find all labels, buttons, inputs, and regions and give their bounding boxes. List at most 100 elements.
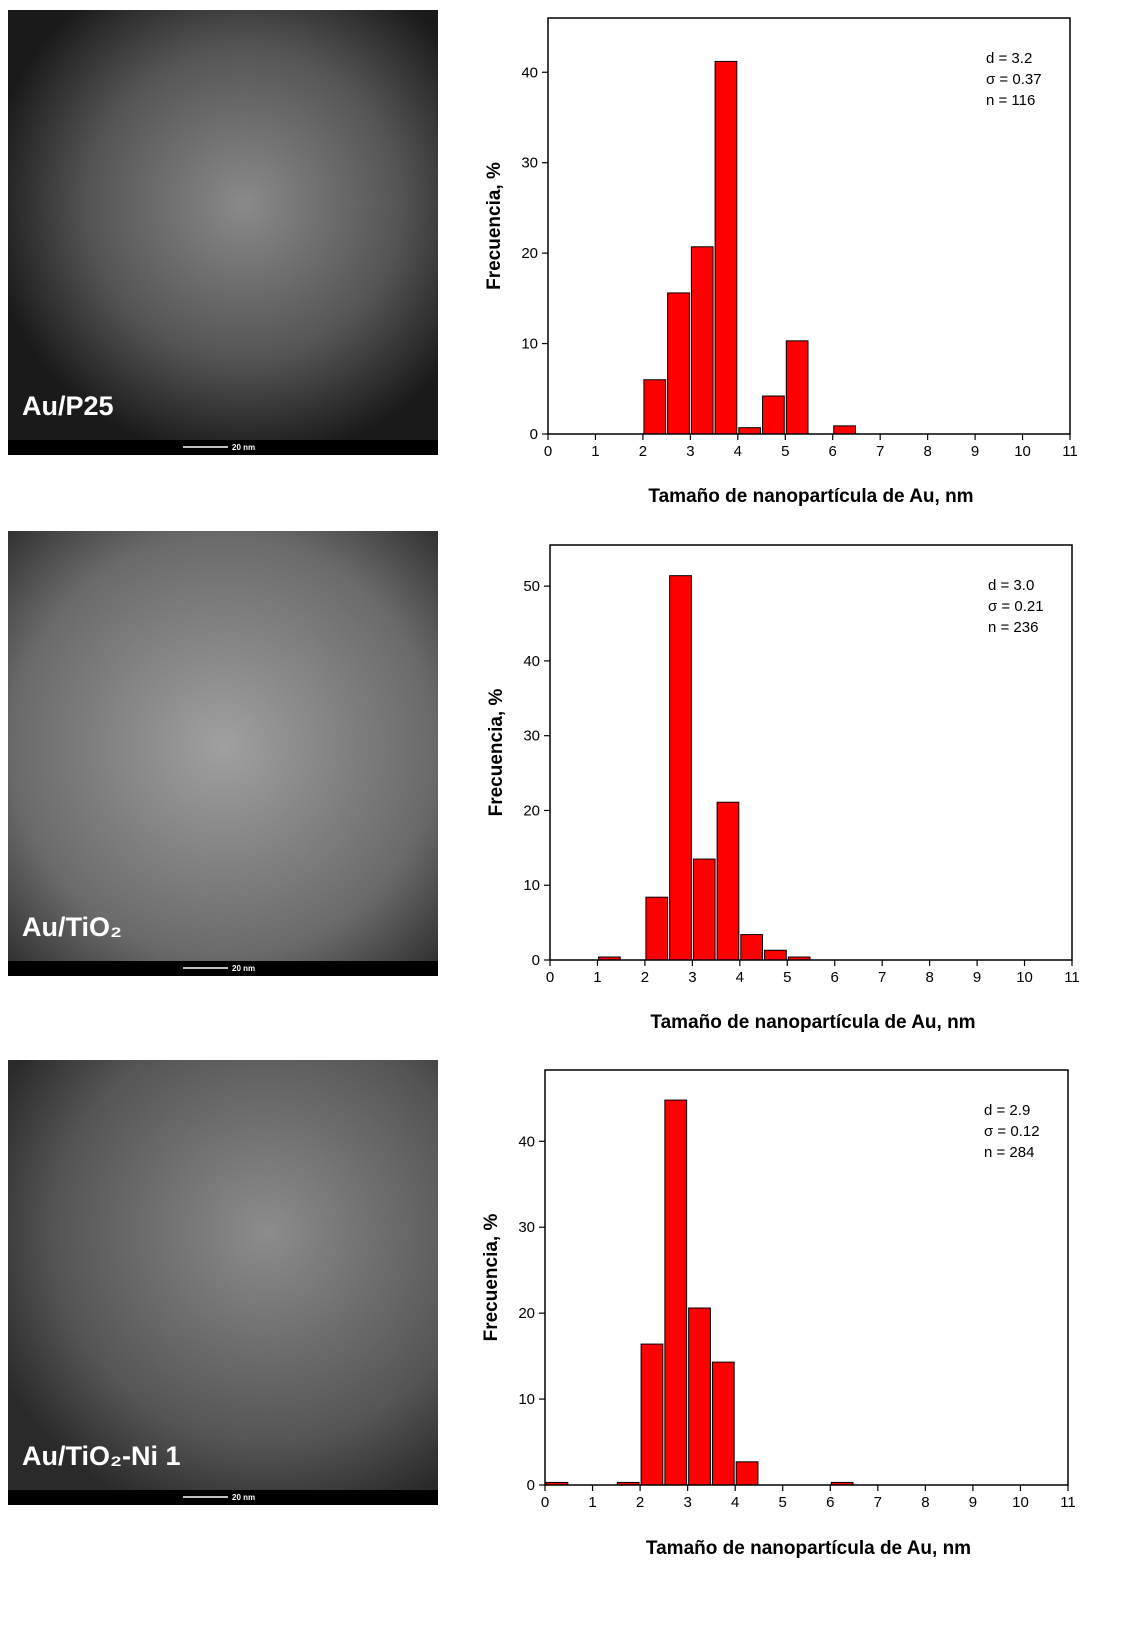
y-tick-label: 0 [532, 952, 540, 969]
x-tick-label: 10 [1014, 443, 1031, 460]
bar [669, 575, 692, 961]
y-axis-label: Frecuencia, % [481, 1214, 502, 1342]
y-tick-label: 40 [523, 653, 540, 670]
y-tick-label: 40 [521, 64, 538, 81]
histogram-chart: 0 1 2 3 4 5 6 7 8 9 10 11 0 10 20 30 40 50 Tamaño de nanop… [486, 544, 1080, 1033]
x-tick-label: 2 [641, 969, 649, 986]
y-tick-label: 40 [518, 1133, 535, 1150]
bar [714, 60, 738, 435]
y-axis-label: Frecuencia, % [484, 162, 505, 290]
y-tick-label: 10 [523, 877, 540, 894]
y-tick-label: 30 [523, 728, 540, 745]
bar [833, 425, 856, 435]
scale-label: 20 nm [232, 1493, 255, 1502]
bar [764, 949, 787, 961]
y-tick-label: 0 [530, 426, 538, 443]
x-tick-label: 6 [826, 1494, 834, 1511]
x-tick-label: 3 [686, 443, 694, 460]
x-tick-label: 4 [736, 969, 744, 986]
x-tick-label: 5 [783, 969, 791, 986]
bar [735, 1461, 759, 1486]
x-tick-label: 3 [683, 1494, 691, 1511]
x-tick-label: 11 [1060, 1494, 1076, 1511]
annotation: d = 3.0 [988, 577, 1034, 594]
x-tick-label: 5 [781, 443, 789, 460]
x-tick-label: 0 [541, 1494, 549, 1511]
plot-frame [544, 1069, 1069, 1486]
bar [667, 292, 690, 435]
x-tick-label: 4 [734, 443, 742, 460]
y-tick-label: 20 [518, 1305, 535, 1322]
annotation: d = 3.2 [986, 50, 1032, 67]
x-tick-label: 6 [831, 969, 839, 986]
y-tick-label: 20 [521, 245, 538, 262]
x-tick-label: 11 [1064, 969, 1080, 986]
x-tick-label: 5 [779, 1494, 787, 1511]
y-tick-label: 10 [518, 1391, 535, 1408]
annotation: σ = 0.21 [988, 598, 1044, 615]
bar [692, 858, 716, 961]
x-tick-label: 0 [544, 443, 552, 460]
x-tick-label: 7 [876, 443, 884, 460]
x-tick-label: 0 [546, 969, 554, 986]
bar [785, 340, 809, 435]
annotation: σ = 0.12 [984, 1123, 1040, 1140]
bar [643, 379, 667, 435]
bar [690, 246, 714, 435]
bar [740, 934, 764, 961]
annotation: n = 284 [984, 1144, 1034, 1161]
x-axis-label: Tamaño de nanopartícula de Au, nm [650, 1012, 975, 1033]
micrograph-image [8, 1060, 438, 1490]
plot-frame [547, 17, 1071, 435]
bar [738, 427, 762, 435]
y-tick-label: 30 [521, 155, 538, 172]
plot-frame [549, 544, 1073, 961]
annotation: n = 116 [986, 92, 1035, 109]
x-tick-label: 10 [1012, 1494, 1029, 1511]
micrograph: 20 nm Au/TiO₂-Ni 1 [8, 1060, 438, 1505]
x-tick-label: 3 [688, 969, 696, 986]
y-tick-label: 20 [523, 802, 540, 819]
x-tick-label: 4 [731, 1494, 739, 1511]
x-tick-label: 9 [971, 443, 979, 460]
x-tick-label: 7 [878, 969, 886, 986]
bar [645, 896, 669, 961]
sample-label: Au/TiO₂-Ni 1 [22, 1441, 181, 1471]
micrograph-image [8, 10, 438, 440]
bar [664, 1099, 688, 1486]
bar [688, 1307, 711, 1486]
sample-label: Au/TiO₂ [22, 912, 122, 942]
x-tick-label: 9 [969, 1494, 977, 1511]
x-tick-label: 7 [874, 1494, 882, 1511]
y-tick-label: 0 [527, 1477, 535, 1494]
x-tick-label: 8 [925, 969, 933, 986]
micrograph: 20 nm Au/TiO₂ [8, 531, 438, 976]
bar [711, 1361, 735, 1486]
x-axis-label: Tamaño de nanopartícula de Au, nm [646, 1538, 971, 1559]
annotation: n = 236 [988, 619, 1038, 636]
x-axis-label: Tamaño de nanopartícula de Au, nm [648, 486, 973, 507]
y-axis-label: Frecuencia, % [486, 689, 507, 817]
x-tick-label: 2 [639, 443, 647, 460]
y-tick-label: 10 [521, 336, 538, 353]
y-tick-label: 30 [518, 1219, 535, 1236]
x-tick-label: 1 [593, 969, 601, 986]
scale-label: 20 nm [232, 443, 255, 452]
y-tick-label: 50 [523, 578, 540, 595]
scale-label: 20 nm [232, 964, 255, 973]
micrograph-image [8, 531, 438, 961]
x-tick-label: 10 [1016, 969, 1033, 986]
micrograph: 20 nm Au/P25 [8, 10, 438, 455]
bar [640, 1343, 664, 1486]
bar [762, 395, 785, 435]
histogram-chart: 0 1 2 3 4 5 6 7 8 9 10 11 0 10 20 30 40 Tamaño de nanopar… [484, 17, 1078, 507]
x-tick-label: 11 [1062, 443, 1078, 460]
x-tick-label: 6 [829, 443, 837, 460]
sample-label: Au/P25 [22, 391, 114, 421]
x-tick-label: 8 [923, 443, 931, 460]
x-tick-label: 2 [636, 1494, 644, 1511]
histogram-chart: 0 1 2 3 4 5 6 7 8 9 10 11 0 10 20 30 40 Tamaño de nanopar… [481, 1069, 1076, 1559]
x-tick-label: 1 [591, 443, 599, 460]
annotation: d = 2.9 [984, 1102, 1030, 1119]
